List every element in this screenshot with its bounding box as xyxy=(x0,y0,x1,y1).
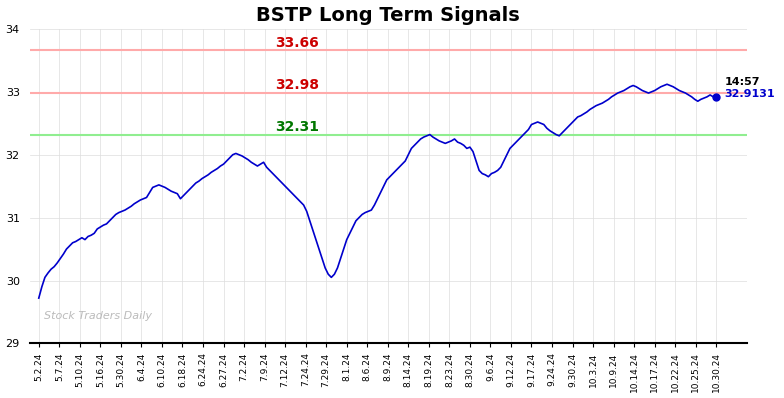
Text: 33.66: 33.66 xyxy=(275,35,319,49)
Title: BSTP Long Term Signals: BSTP Long Term Signals xyxy=(256,6,520,25)
Text: Stock Traders Daily: Stock Traders Daily xyxy=(44,311,152,322)
Text: 32.9131: 32.9131 xyxy=(724,89,775,99)
Text: 32.98: 32.98 xyxy=(275,78,319,92)
Text: 14:57: 14:57 xyxy=(724,77,760,87)
Text: 32.31: 32.31 xyxy=(275,121,319,135)
